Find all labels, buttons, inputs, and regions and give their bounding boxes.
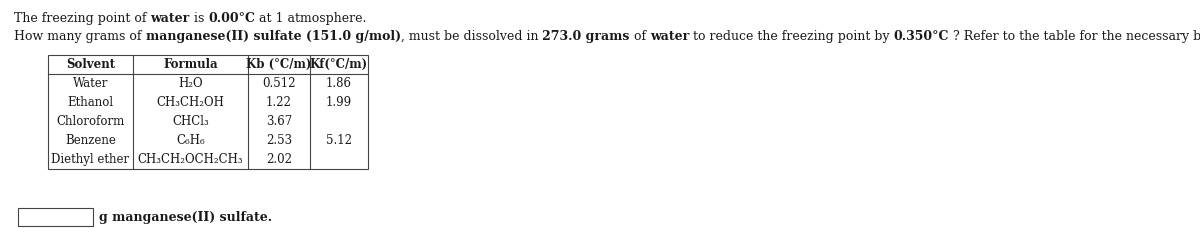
Text: Water: Water [73, 77, 108, 90]
Bar [48, 55, 368, 169]
Text: , must be dissolved in: , must be dissolved in [401, 30, 542, 43]
Text: H₂O: H₂O [178, 77, 203, 90]
Text: 273.0 grams: 273.0 grams [542, 30, 630, 43]
Text: water: water [649, 30, 689, 43]
Text: Kb (°C/m): Kb (°C/m) [246, 58, 312, 71]
Text: 2.53: 2.53 [266, 134, 292, 147]
Text: 0.350°C: 0.350°C [894, 30, 949, 43]
Text: ? Refer to the table for the necessary boiling or freezing point constant.: ? Refer to the table for the necessary b… [949, 30, 1200, 43]
Bar [18, 208, 94, 226]
Text: CH₃CH₂OH: CH₃CH₂OH [156, 96, 224, 109]
Text: Chloroform: Chloroform [56, 115, 125, 128]
Text: The freezing point of: The freezing point of [14, 12, 150, 25]
Text: 1.99: 1.99 [326, 96, 352, 109]
Text: 1.22: 1.22 [266, 96, 292, 109]
Text: to reduce the freezing point by: to reduce the freezing point by [689, 30, 894, 43]
Text: Ethanol: Ethanol [67, 96, 114, 109]
Text: Solvent: Solvent [66, 58, 115, 71]
Text: 2.02: 2.02 [266, 153, 292, 166]
Text: manganese(II) sulfate (151.0 g/mol): manganese(II) sulfate (151.0 g/mol) [145, 30, 401, 43]
Text: 3.67: 3.67 [266, 115, 292, 128]
Text: C₆H₆: C₆H₆ [176, 134, 205, 147]
Text: 0.00°C: 0.00°C [208, 12, 256, 25]
Text: 5.12: 5.12 [326, 134, 352, 147]
Text: is: is [190, 12, 208, 25]
Text: of: of [630, 30, 649, 43]
Text: Benzene: Benzene [65, 134, 116, 147]
Text: CH₃CH₂OCH₂CH₃: CH₃CH₂OCH₂CH₃ [138, 153, 244, 166]
Text: at 1 atmosphere.: at 1 atmosphere. [256, 12, 366, 25]
Text: 1.86: 1.86 [326, 77, 352, 90]
Text: CHCl₃: CHCl₃ [172, 115, 209, 128]
Text: How many grams of: How many grams of [14, 30, 145, 43]
Text: 0.512: 0.512 [263, 77, 295, 90]
Text: Formula: Formula [163, 58, 218, 71]
Text: water: water [150, 12, 190, 25]
Text: Kf(°C/m): Kf(°C/m) [310, 58, 368, 71]
Text: Diethyl ether: Diethyl ether [52, 153, 130, 166]
Text: g manganese(II) sulfate.: g manganese(II) sulfate. [98, 210, 272, 223]
